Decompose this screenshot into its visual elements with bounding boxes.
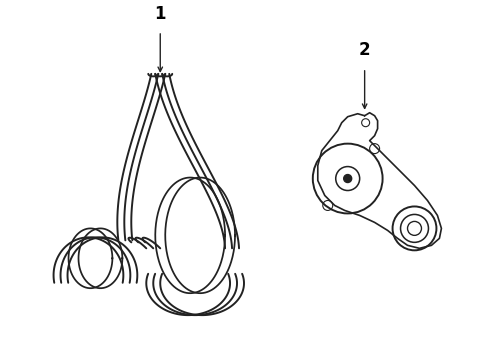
Text: 2: 2 bbox=[359, 41, 370, 59]
Text: 1: 1 bbox=[154, 5, 166, 23]
Circle shape bbox=[343, 175, 352, 183]
